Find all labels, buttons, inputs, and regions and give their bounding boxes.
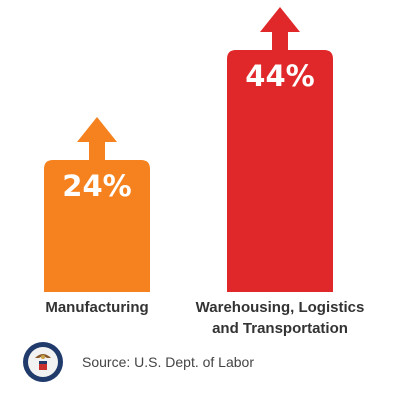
dept-of-labor-seal-icon — [23, 342, 63, 382]
bar-0 — [44, 160, 150, 292]
source-text: Source: U.S. Dept. of Labor — [82, 354, 254, 370]
bar-arrow-1 — [260, 7, 300, 60]
bar-arrow-0 — [77, 117, 117, 170]
bar-value-label-1: 44% — [245, 59, 314, 93]
category-label-1-1: and Transportation — [212, 320, 348, 337]
bar-group-0: 24% Manufacturing — [44, 117, 150, 316]
bar-chart: 24% Manufacturing 44% Warehousing, Logistic… — [44, 7, 365, 337]
category-label-0-0: Manufacturing — [45, 299, 148, 316]
bar-1 — [227, 50, 333, 292]
bar-group-1: 44% Warehousing, Logistics and Transportat… — [196, 7, 365, 337]
source-footer: Source: U.S. Dept. of Labor — [22, 340, 254, 384]
category-label-1-0: Warehousing, Logistics — [196, 299, 365, 316]
bar-value-label-0: 24% — [62, 169, 131, 203]
